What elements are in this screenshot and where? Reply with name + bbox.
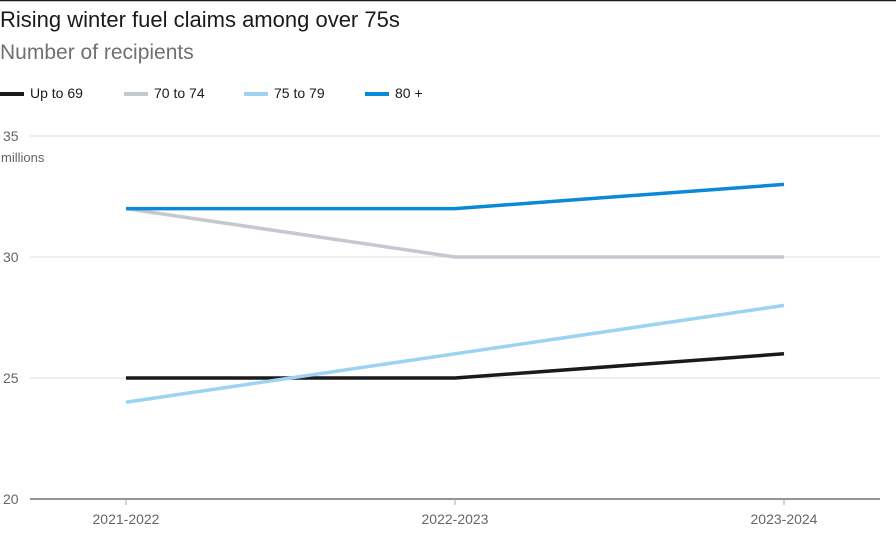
- legend-label: Up to 69: [30, 85, 83, 101]
- legend-swatch: [124, 92, 148, 96]
- series-group: [125, 182, 785, 404]
- legend: Up to 69 70 to 74 75 to 79 80 +: [0, 85, 423, 101]
- chart-title: Rising winter fuel claims among over 75s: [0, 7, 400, 32]
- y-axis-unit-label: millions: [1, 150, 45, 165]
- x-tick-label: 2023-2024: [751, 511, 818, 527]
- y-tick-label: 20: [3, 491, 19, 507]
- series-line-1: [125, 206, 784, 259]
- series-line-0: [126, 352, 785, 380]
- series-line-2: [125, 303, 785, 404]
- legend-item: Up to 69: [0, 85, 83, 101]
- legend-label: 80 +: [395, 85, 423, 101]
- chart-subtitle: Number of recipients: [0, 41, 194, 64]
- legend-item: 75 to 79: [244, 85, 325, 101]
- legend-swatch: [244, 92, 268, 96]
- y-tick-label: 30: [3, 249, 19, 265]
- x-axis: 2021-2022 2022-2023 2023-2024: [93, 499, 818, 527]
- x-tick-label: 2021-2022: [93, 511, 160, 527]
- grid: [30, 135, 880, 500]
- legend-item: 70 to 74: [124, 85, 205, 101]
- legend-swatch: [0, 92, 24, 96]
- legend-label: 70 to 74: [154, 85, 205, 101]
- y-tick-label: 25: [3, 370, 19, 386]
- legend-swatch: [365, 92, 389, 96]
- series-line-3: [126, 182, 785, 211]
- y-tick-label: 35: [3, 128, 19, 144]
- y-axis: 20 25 30 35: [3, 128, 19, 507]
- legend-label: 75 to 79: [274, 85, 325, 101]
- legend-item: 80 +: [365, 85, 423, 101]
- x-tick-label: 2022-2023: [422, 511, 489, 527]
